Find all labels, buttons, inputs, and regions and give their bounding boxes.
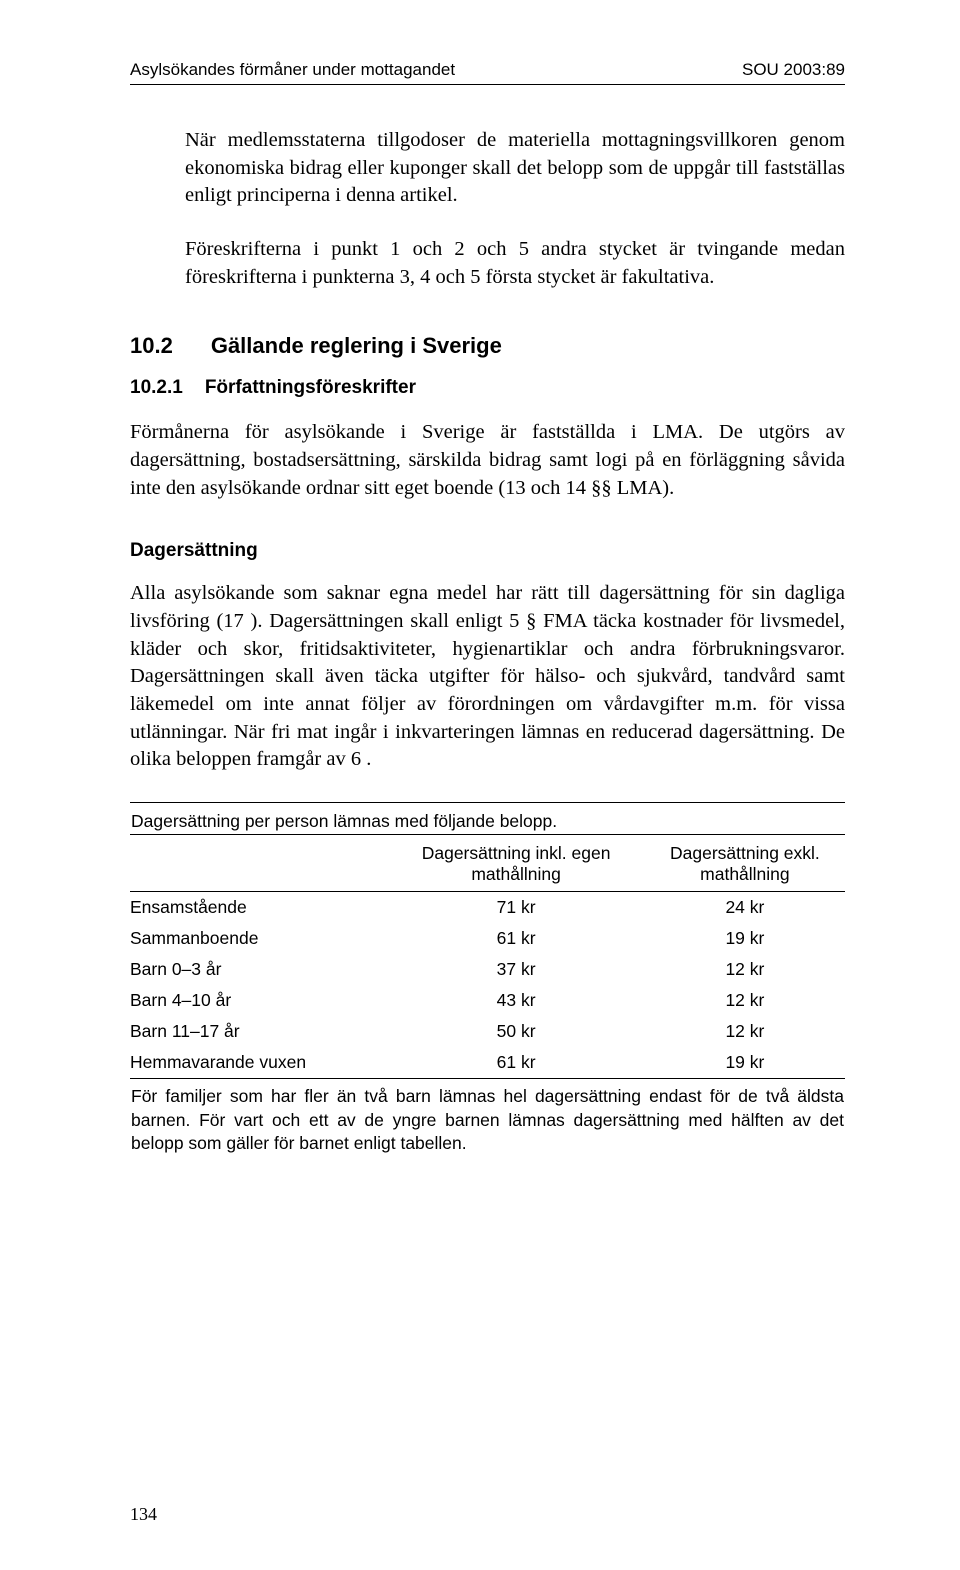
dagersattning-table: Dagersättning per person lämnas med följ… [130, 802, 845, 1157]
table-cell-label: Barn 4–10 år [130, 985, 387, 1016]
table-cell-incl: 37 kr [387, 954, 644, 985]
intro-quote-paragraph: När medlemsstaterna tillgodoser de mater… [185, 127, 845, 210]
header-left: Asylsökandes förmåner under mottagandet [130, 60, 455, 80]
page: Asylsökandes förmåner under mottagandet … [0, 0, 960, 1570]
table-cell-incl: 61 kr [387, 923, 644, 954]
table-cell-label: Barn 11–17 år [130, 1016, 387, 1047]
table-row: Sammanboende 61 kr 19 kr [130, 923, 845, 954]
table-cell-excl: 19 kr [645, 923, 845, 954]
subsection-body-paragraph: Förmånerna för asylsökande i Sverige är … [130, 419, 845, 502]
section-title: Gällande reglering i Sverige [211, 333, 502, 359]
page-number: 134 [130, 1504, 157, 1525]
table-cell-incl: 43 kr [387, 985, 644, 1016]
table-row: Barn 11–17 år 50 kr 12 kr [130, 1016, 845, 1047]
subsection-number: 10.2.1 [130, 377, 183, 399]
table-col-incl: Dagersättning inkl. egen mathållning [387, 835, 644, 892]
table-row: Barn 4–10 år 43 kr 12 kr [130, 985, 845, 1016]
header-right: SOU 2003:89 [742, 60, 845, 80]
table-cell-label: Sammanboende [130, 923, 387, 954]
table-col-blank [130, 835, 387, 892]
table-row: Ensamstående 71 kr 24 kr [130, 892, 845, 924]
table-cell-label: Barn 0–3 år [130, 954, 387, 985]
table-caption: Dagersättning per person lämnas med följ… [130, 803, 845, 835]
table-cell-excl: 12 kr [645, 954, 845, 985]
table-cell-incl: 50 kr [387, 1016, 644, 1047]
subsection-title: Författningsföreskrifter [205, 377, 416, 399]
dagersattning-heading: Dagersättning [130, 540, 845, 562]
table-footnote: För familjer som har fler än två barn lä… [130, 1079, 845, 1157]
table-row: Hemmavarande vuxen 61 kr 19 kr [130, 1047, 845, 1079]
intro-indent-paragraph: Föreskrifterna i punkt 1 och 2 och 5 and… [185, 236, 845, 291]
table-cell-excl: 12 kr [645, 985, 845, 1016]
table-cell-incl: 61 kr [387, 1047, 644, 1079]
section-number: 10.2 [130, 333, 173, 359]
running-header: Asylsökandes förmåner under mottagandet … [130, 60, 845, 85]
table-cell-label: Ensamstående [130, 892, 387, 924]
section-heading: 10.2 Gällande reglering i Sverige [130, 333, 845, 359]
subsection-heading: 10.2.1 Författningsföreskrifter [130, 377, 845, 399]
table-cell-excl: 19 kr [645, 1047, 845, 1079]
table-cell-label: Hemmavarande vuxen [130, 1047, 387, 1079]
table-cell-excl: 12 kr [645, 1016, 845, 1047]
table-cell-excl: 24 kr [645, 892, 845, 924]
dagersattning-body-paragraph: Alla asylsökande som saknar egna medel h… [130, 580, 845, 774]
table-col-excl: Dagersättning exkl. mathållning [645, 835, 845, 892]
table-row: Barn 0–3 år 37 kr 12 kr [130, 954, 845, 985]
table-cell-incl: 71 kr [387, 892, 644, 924]
